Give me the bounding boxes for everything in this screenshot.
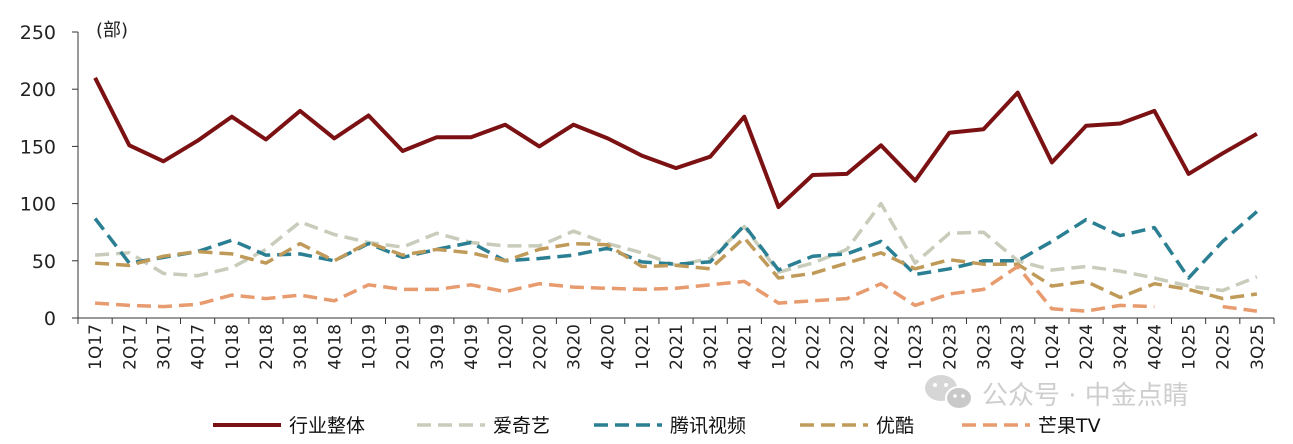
y-tick-label: 200 xyxy=(20,79,56,101)
x-tick-label: 3Q18 xyxy=(291,324,311,370)
y-tick-label: 100 xyxy=(20,194,56,216)
x-tick-label: 1Q22 xyxy=(770,324,790,370)
series-line-3 xyxy=(94,236,1258,301)
x-tick-label: 3Q22 xyxy=(838,324,858,370)
x-tick-label: 4Q19 xyxy=(462,324,482,370)
axes: 0 50 100 150 200 250 1Q17 2Q17 3Q17 4Q17 1Q18 2Q18 3… xyxy=(20,22,1275,370)
legend-label: 行业整体 xyxy=(289,415,365,437)
y-tick-label: 0 xyxy=(44,308,56,330)
legend-label: 芒果TV xyxy=(1038,415,1101,437)
y-tick-label: 150 xyxy=(20,136,56,158)
x-tick-label: 1Q21 xyxy=(633,324,653,370)
x-tick-label: 4Q20 xyxy=(599,324,619,370)
x-tick-label: 2Q19 xyxy=(394,324,414,370)
x-tick-label: 2Q20 xyxy=(530,324,550,370)
x-tick-label: 3Q17 xyxy=(154,324,174,370)
x-tick-label: 3Q25 xyxy=(1248,324,1268,370)
x-tick-label: 1Q18 xyxy=(223,324,243,370)
x-tick-label: 4Q17 xyxy=(189,324,209,370)
y-tick-label: 50 xyxy=(32,251,56,273)
y-tick-label: 250 xyxy=(20,22,56,44)
x-tick-label: 1Q17 xyxy=(86,324,106,370)
watermark: 公众号 · 中金点睛 xyxy=(925,375,1189,411)
series-line-1 xyxy=(94,201,1258,293)
x-tick-label: 1Q24 xyxy=(1043,324,1063,370)
x-tick-label: 1Q20 xyxy=(496,324,516,370)
x-tick-label: 4Q18 xyxy=(325,324,345,370)
x-tick-label: 3Q21 xyxy=(701,324,721,370)
x-tick-label: 3Q24 xyxy=(1111,324,1131,370)
x-tick-label: 2Q18 xyxy=(257,324,277,370)
x-tick-label: 2Q23 xyxy=(940,324,960,370)
x-tick-label: 2Q21 xyxy=(667,324,687,370)
x-tick-label: 3Q19 xyxy=(428,324,448,370)
x-tick-label: 1Q19 xyxy=(359,324,379,370)
x-tick-label: 1Q23 xyxy=(906,324,926,370)
series-layer xyxy=(93,76,1259,313)
legend-label: 腾讯视频 xyxy=(670,415,746,437)
series-line-2 xyxy=(93,210,1259,280)
x-tick-label: 3Q20 xyxy=(564,324,584,370)
x-tick-label: 4Q22 xyxy=(872,324,892,370)
series-line-0 xyxy=(93,76,1258,209)
wechat-icon xyxy=(925,375,973,410)
legend: 行业整体 爱奇艺 腾讯视频 优酷 芒果TV xyxy=(213,415,1101,437)
series-line-4 xyxy=(94,264,1155,313)
x-tick-label: 1Q25 xyxy=(1180,324,1200,370)
x-tick-label: 2Q17 xyxy=(120,324,140,370)
series-line-4 xyxy=(1222,304,1258,313)
legend-label: 优酷 xyxy=(876,415,914,437)
x-tick-label: 3Q23 xyxy=(975,324,995,370)
x-tick-label: 4Q23 xyxy=(1009,324,1029,370)
legend-label: 爱奇艺 xyxy=(493,415,550,437)
x-tick-label: 2Q22 xyxy=(804,324,824,370)
x-tick-label: 2Q24 xyxy=(1077,324,1097,370)
watermark-text: 公众号 · 中金点睛 xyxy=(982,381,1189,411)
x-tick-label: 4Q21 xyxy=(735,324,755,370)
y-unit-label: (部) xyxy=(96,20,128,41)
x-tick-label: 4Q24 xyxy=(1145,324,1165,370)
x-tick-label: 2Q25 xyxy=(1214,324,1234,370)
